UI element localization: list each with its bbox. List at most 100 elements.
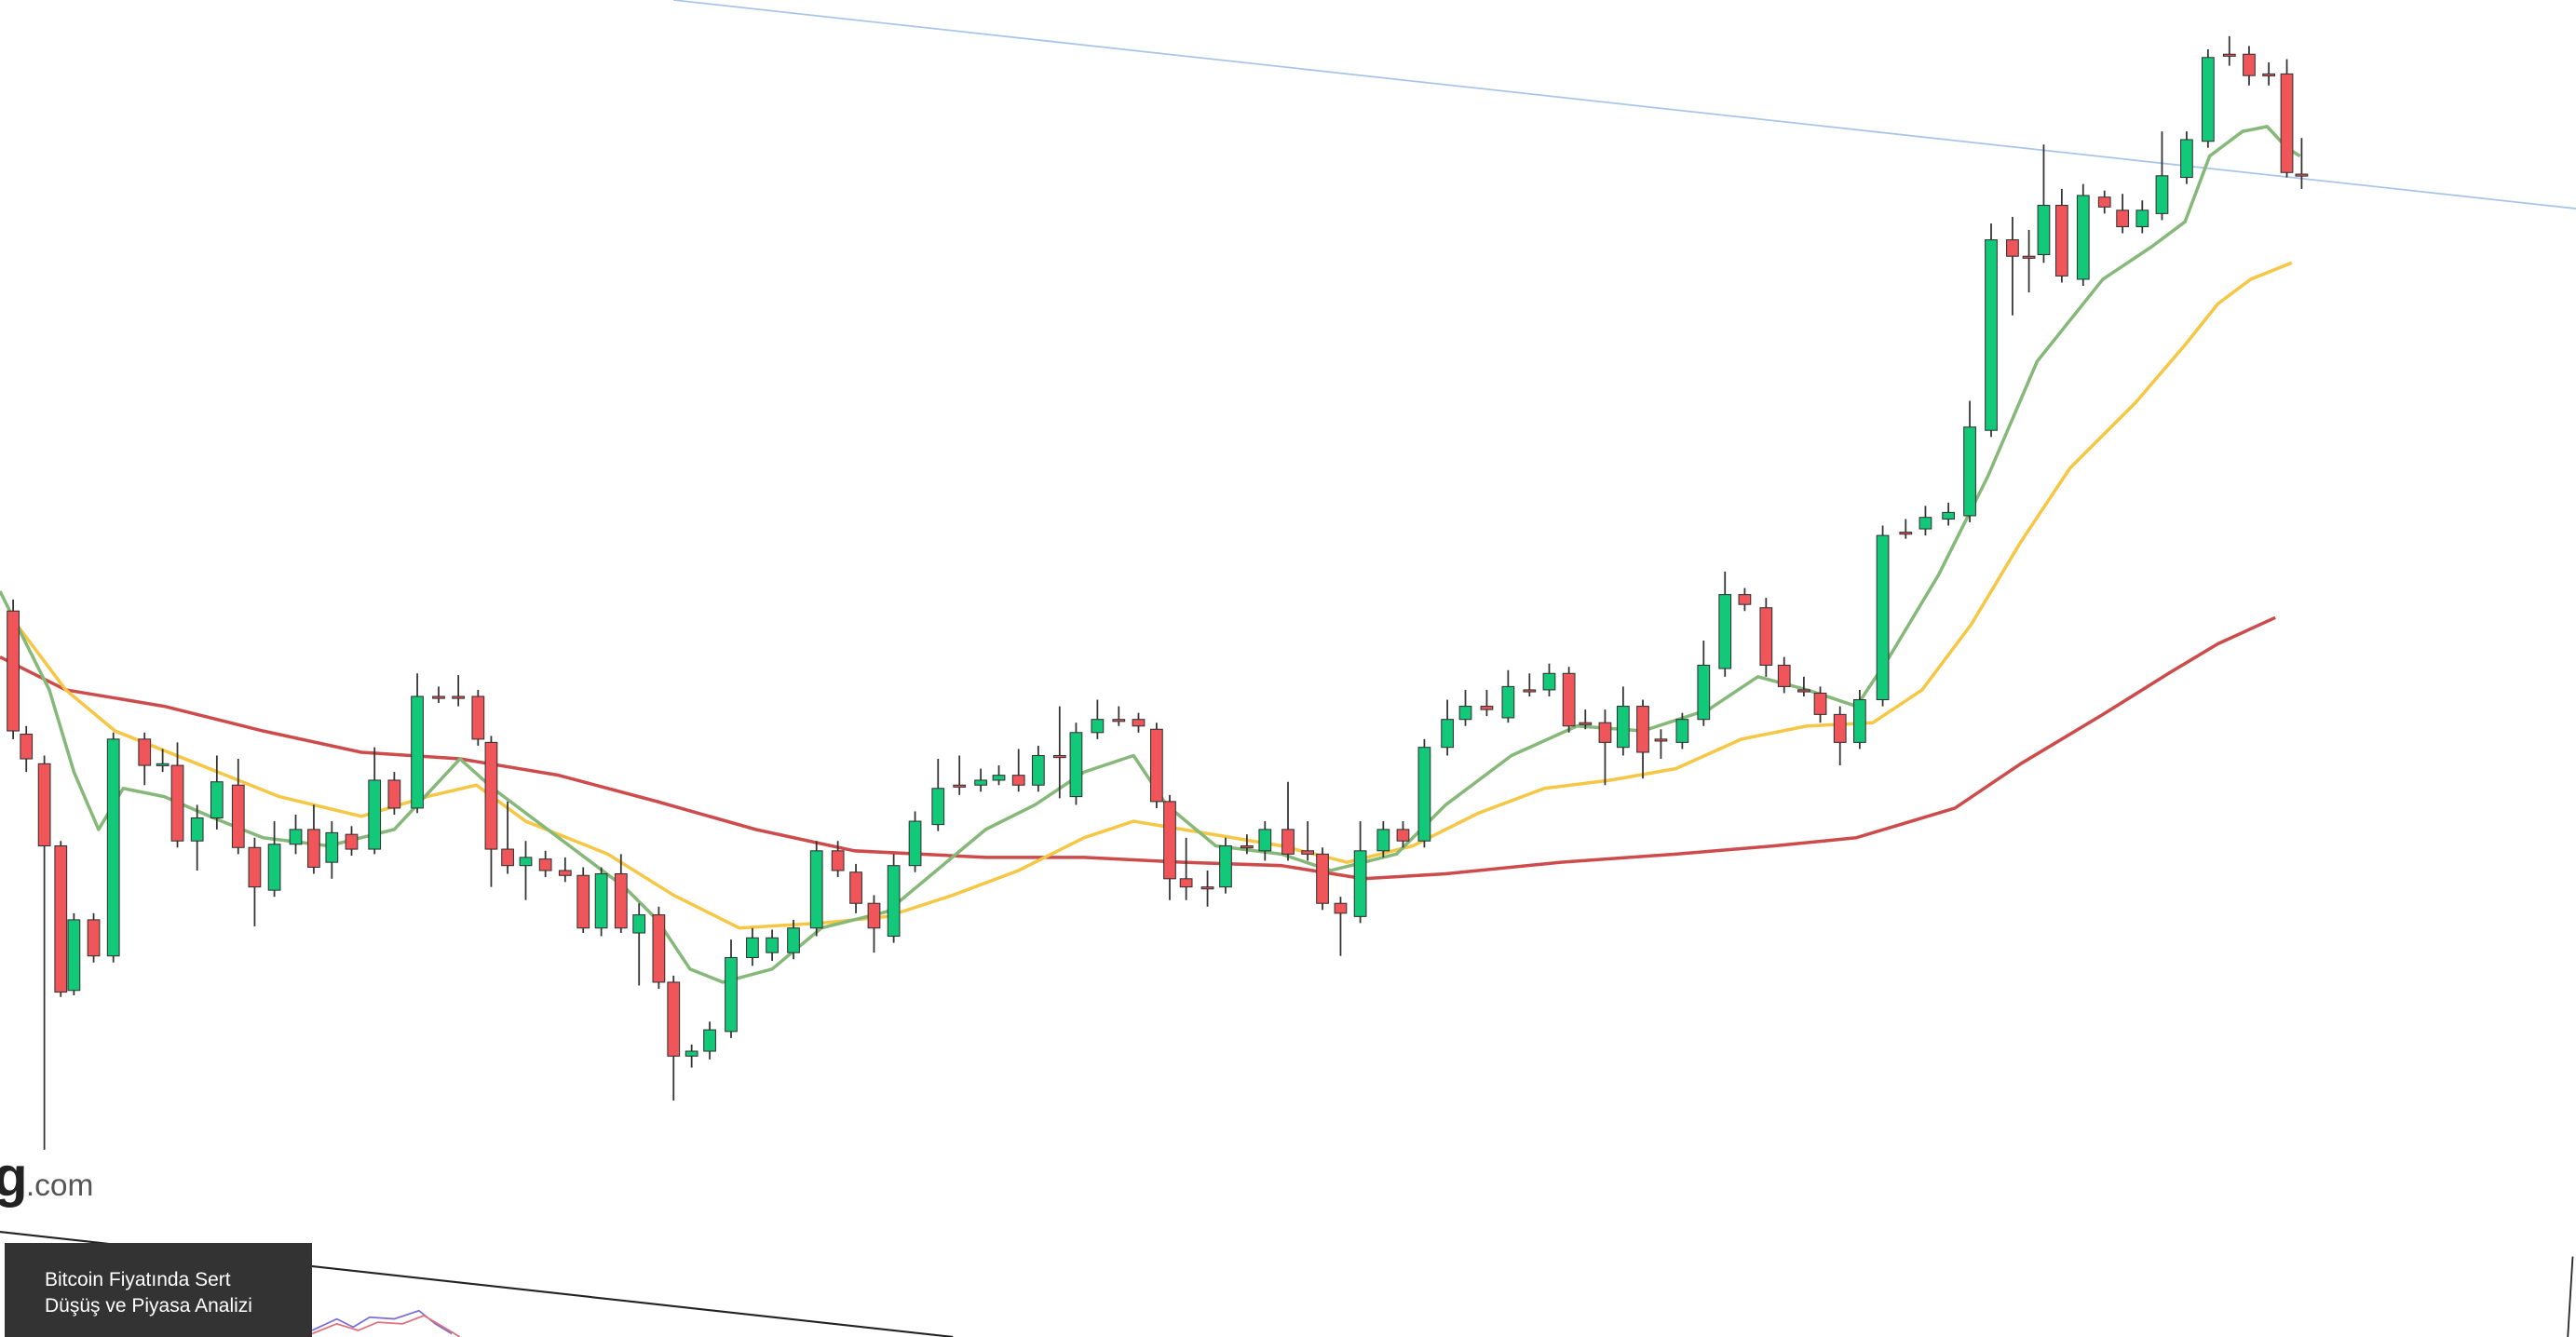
candle-body <box>20 734 34 760</box>
candle-body <box>1281 829 1295 855</box>
candle-body <box>849 871 862 904</box>
candle-body <box>1200 886 1214 890</box>
candle-body <box>2037 205 2051 255</box>
moving-average <box>15 261 2293 930</box>
candle-body <box>2135 209 2149 228</box>
candle-body <box>1052 754 1066 759</box>
candle-body <box>908 820 922 867</box>
candle-body <box>809 850 823 929</box>
candle-body <box>1091 719 1105 734</box>
edge-line <box>2567 1256 2574 1337</box>
candle-body <box>387 779 401 809</box>
candle-body <box>1853 698 1866 743</box>
candle-body <box>1258 829 1272 852</box>
candle-body <box>1069 732 1083 798</box>
candle-body <box>1219 844 1232 888</box>
candle-body <box>156 763 169 766</box>
candle-body <box>2097 196 2111 208</box>
candle-body <box>1579 722 1593 725</box>
candle-body <box>519 857 533 867</box>
candle-body <box>1797 689 1810 693</box>
candle-body <box>1132 719 1146 727</box>
candle-body <box>953 784 967 788</box>
candle-body <box>766 937 779 953</box>
candle-body <box>210 781 224 819</box>
candle-body <box>471 696 485 740</box>
plot <box>0 35 2309 1150</box>
candle-body <box>974 779 988 786</box>
candle-body <box>831 850 845 871</box>
candle-body <box>1480 706 1494 710</box>
candle-body <box>1942 511 1956 520</box>
candle-body <box>1833 713 1847 743</box>
watermark-part: g <box>0 1145 26 1208</box>
candle-body <box>725 956 738 1033</box>
candle-body <box>1163 801 1176 880</box>
candle-body <box>1417 747 1431 842</box>
candle-body <box>1334 902 1348 914</box>
candle-body <box>703 1029 716 1052</box>
watermark: g.com <box>0 1145 93 1208</box>
candle-body <box>1654 738 1668 742</box>
candle-body <box>2222 53 2236 57</box>
candle-body <box>667 981 681 1057</box>
caption-box: Bitcoin Fiyatında Sert Düşüş ve Piyasa A… <box>5 1243 312 1337</box>
candle-body <box>1458 706 1472 721</box>
candle-body <box>1675 719 1689 743</box>
candle-body <box>1718 594 1732 669</box>
candle-body <box>87 919 101 957</box>
candle-body <box>1899 532 1913 535</box>
candle-body <box>170 764 184 842</box>
candle-body <box>1316 853 1329 904</box>
candle-body <box>106 738 120 957</box>
candle-body <box>138 738 152 766</box>
candle-body <box>452 696 466 699</box>
candle-body <box>1441 719 1454 749</box>
trend-line <box>673 0 2576 209</box>
candle-body <box>2155 175 2169 214</box>
candle-body <box>1876 534 1890 701</box>
candle-body <box>231 784 245 848</box>
candle-body <box>54 844 68 993</box>
candle-body <box>1353 850 1367 917</box>
candle-body <box>1396 829 1410 842</box>
candle-body <box>1376 829 1390 852</box>
watermark-part: .com <box>26 1168 94 1203</box>
candle-body <box>2054 205 2068 277</box>
candle-body <box>501 848 514 867</box>
candle-body <box>2280 73 2294 173</box>
candle-body <box>1598 722 1612 743</box>
candle-body <box>2262 73 2276 77</box>
candle-body <box>1542 672 1556 691</box>
candle-body <box>787 927 800 953</box>
candle-body <box>652 914 666 983</box>
candle-body <box>484 741 498 850</box>
candle-body <box>368 779 382 850</box>
candle-body <box>594 872 608 929</box>
candle-body <box>345 833 359 850</box>
candle-body <box>248 846 262 888</box>
candle-body <box>307 829 320 868</box>
candle-body <box>1523 689 1537 693</box>
candle-body <box>1501 685 1515 719</box>
candle-body <box>2022 255 2036 259</box>
candle-body <box>1759 607 1773 667</box>
moving-average <box>0 125 2301 984</box>
candle-body <box>558 870 572 876</box>
candle-body <box>2243 53 2256 76</box>
candle-body <box>2076 195 2090 280</box>
candle-body <box>1636 706 1649 753</box>
candle-body <box>1112 719 1126 723</box>
candle-body <box>1011 775 1025 786</box>
candle-body <box>2180 139 2193 179</box>
candle-body <box>325 831 339 863</box>
candle-body <box>538 858 552 871</box>
candle-body <box>746 937 759 958</box>
candle-body <box>267 844 281 891</box>
candle-body <box>1031 754 1045 786</box>
candle-body <box>1179 878 1193 888</box>
candle-body <box>67 919 81 992</box>
candle-body <box>1301 850 1315 855</box>
